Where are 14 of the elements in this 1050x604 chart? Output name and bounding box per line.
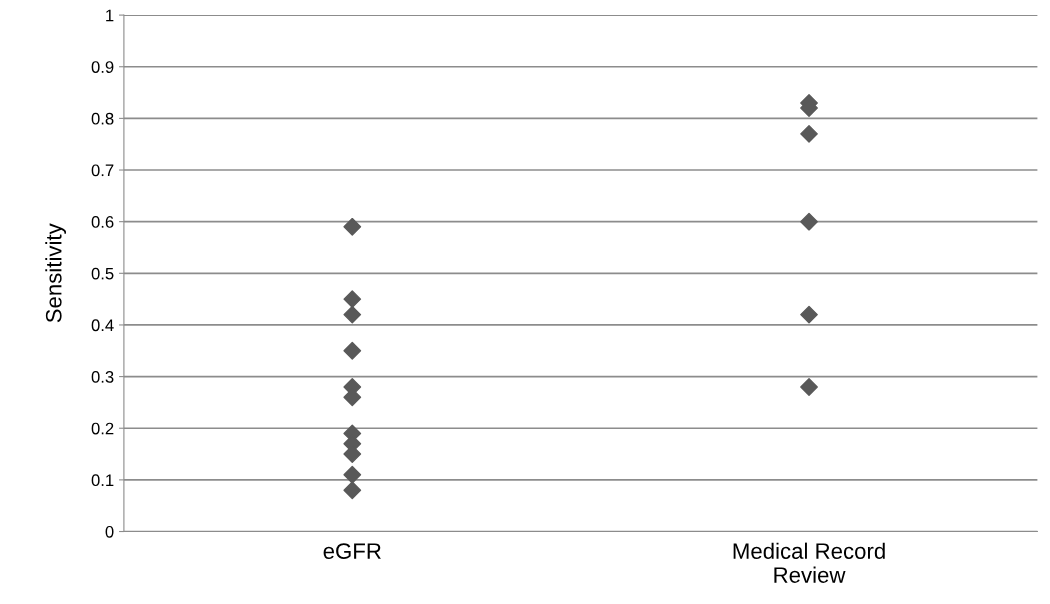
y-tick-label: 0.9 (91, 61, 114, 73)
y-tick-label: 0.5 (91, 267, 114, 280)
y-tick-label: 0.8 (91, 112, 114, 125)
y-axis-title: Sensitivity (45, 223, 67, 323)
x-tick-label: Medical Record Review (733, 542, 885, 583)
y-tick-label: 0.7 (91, 164, 114, 177)
y-tick-label: 0.6 (91, 216, 114, 228)
y-tick-label: 0.4 (91, 319, 114, 332)
y-tick-label: 1 (106, 9, 114, 22)
y-tick-label: 0.1 (91, 474, 114, 487)
x-tick-label: eGFR (323, 543, 381, 559)
y-tick-label: 0 (105, 525, 114, 538)
y-tick-label: 0.3 (91, 371, 114, 383)
y-tick-label: 0.2 (91, 422, 114, 435)
